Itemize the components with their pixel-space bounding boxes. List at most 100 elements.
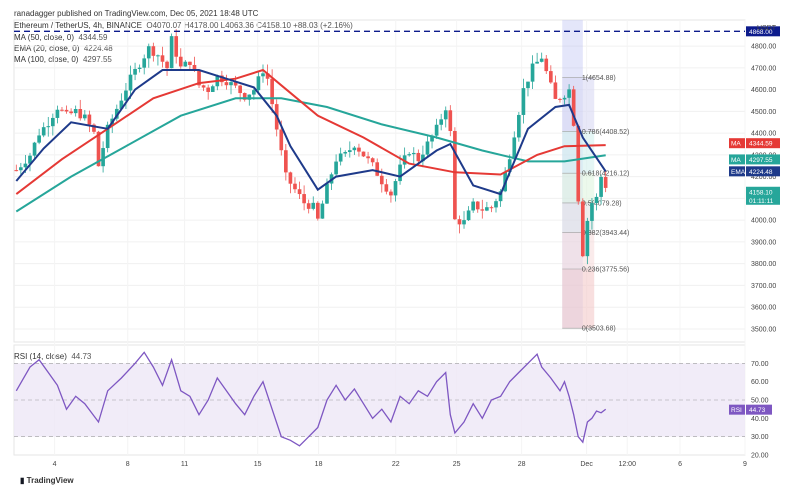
symbol: Ethereum / TetherUS, 4h, BINANCE (14, 21, 142, 30)
candle-body (64, 109, 69, 112)
candle-body (590, 203, 594, 221)
candle-body (357, 147, 361, 152)
candle-body (32, 142, 37, 156)
candle-body (252, 90, 256, 95)
time-tick-label: 9 (743, 461, 747, 468)
price-tick-label: 4000.00 (751, 218, 776, 225)
price-tag-label: 4158.10 (749, 189, 773, 196)
candle-body (265, 73, 270, 79)
price-tag-prefix (729, 154, 745, 165)
price-tick-label: 4600.00 (751, 87, 776, 94)
rsi-tag-label: 44.73 (749, 407, 766, 414)
time-tick-label: 6 (678, 461, 682, 468)
ma50-line (15, 68, 606, 195)
candle-body (421, 154, 425, 162)
candle-body (169, 36, 174, 69)
fib-level-label: 0.382(3943.44) (582, 230, 629, 237)
candle-body (562, 97, 567, 100)
candle-body (526, 81, 530, 89)
candles (14, 29, 608, 265)
candle-body (55, 109, 60, 118)
candle-body (498, 191, 503, 202)
price-tick-label: 4200.00 (751, 174, 776, 181)
brand-text: TradingView (26, 476, 74, 485)
candle-body (73, 109, 78, 114)
legend-ema20: EMA (20, close, 0) 4224.48 (14, 44, 113, 53)
candle-body (288, 172, 293, 184)
candle-body (375, 162, 380, 176)
price-tag-prefix-label: MA (731, 157, 741, 164)
rsi-legend-label: RSI (14, close) (14, 352, 67, 361)
candle-body (320, 203, 325, 219)
candle-body (366, 156, 370, 159)
candle-body (453, 131, 457, 220)
candle-body (466, 210, 471, 221)
candle-body (119, 100, 124, 109)
tradingview-brand[interactable]: ▮ TradingView (20, 476, 74, 485)
time-tick-label: 28 (518, 461, 526, 468)
candle-body (51, 117, 55, 127)
rsi-tag-prefix (729, 404, 745, 415)
candle-body (334, 161, 338, 175)
candle-body (462, 220, 466, 225)
candle-body (19, 167, 23, 171)
candle-body (69, 111, 73, 114)
legend-ma100-label: MA (100, close, 0) (14, 55, 79, 64)
ohlc-values: O4070.07 H4178.00 L4063.36 C4158.10 +88.… (146, 21, 353, 30)
time-tick-label: 4 (53, 461, 57, 468)
candle-body (580, 201, 585, 257)
candle-body (146, 46, 151, 59)
candle-body (297, 189, 302, 195)
rsi-tag-prefix-label: RSI (731, 407, 742, 414)
candle-body (512, 137, 517, 160)
price-tick-label: 3500.00 (751, 326, 776, 333)
rsi-legend-value: 44.73 (71, 352, 92, 361)
candle-body (101, 148, 105, 167)
legend-ma50-label: MA (50, close, 0) (14, 33, 75, 42)
candle-body (28, 155, 32, 164)
candle-body (471, 201, 475, 211)
rsi-tick-label: 40.00 (751, 416, 769, 423)
indicator-lines (14, 30, 745, 447)
candle-body (457, 219, 462, 225)
candle-body (521, 88, 526, 115)
candle-body (389, 191, 393, 196)
candle-body (78, 109, 83, 119)
fib-level-label: 0.5(4079.28) (582, 200, 622, 207)
tradingview-logo-icon: ▮ (20, 476, 25, 485)
ma100-line (15, 97, 606, 213)
candle-body (448, 110, 453, 132)
candle-body (352, 147, 357, 151)
price-tag-label: 4868.00 (749, 29, 773, 36)
candle-body (128, 74, 133, 91)
candle-body (370, 158, 375, 163)
candle-body (178, 56, 183, 67)
candle-body (293, 183, 297, 190)
candle-body (165, 61, 169, 69)
price-tag (746, 154, 780, 165)
candle-body (384, 184, 389, 192)
symbol-line: Ethereum / TetherUS, 4h, BINANCE O4070.0… (14, 21, 353, 30)
candle-body (302, 194, 306, 204)
candle-body (279, 129, 284, 151)
time-tick-label: 18 (315, 461, 323, 468)
candle-body (133, 68, 137, 75)
candle-body (60, 109, 64, 111)
candle-body (270, 78, 274, 105)
rsi-tick-label: 30.00 (751, 434, 769, 441)
candle-body (124, 90, 128, 101)
price-tick-label: 3700.00 (751, 283, 776, 290)
candle-body (439, 119, 444, 125)
rsi-legend: RSI (14, close) 44.73 (14, 352, 91, 361)
fib-zone (562, 232, 595, 269)
price-tick-label: 4500.00 (751, 109, 776, 116)
candle-body (82, 114, 87, 119)
candle-body (539, 58, 544, 62)
legend-ma100-value: 4297.55 (82, 55, 112, 64)
candle-body (311, 202, 316, 209)
rsi-axis: 20.00 30.00 40.00 50.00 60.00 70.00 (751, 361, 769, 460)
rsi-tick-label: 70.00 (751, 361, 769, 368)
candle-body (485, 207, 489, 211)
